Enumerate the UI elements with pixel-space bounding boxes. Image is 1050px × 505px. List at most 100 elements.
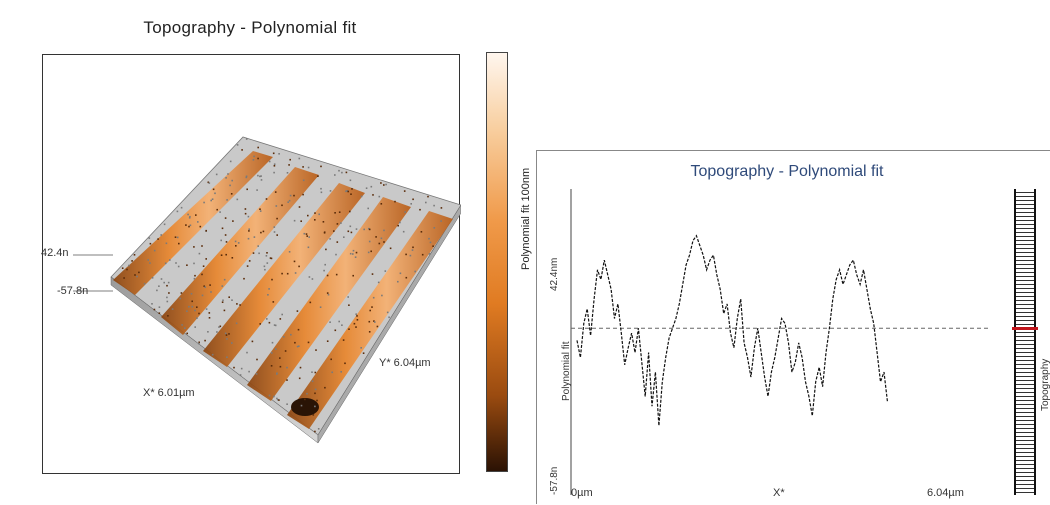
surface-speckle-dot: [428, 237, 430, 240]
surface-speckle-dot: [367, 207, 369, 210]
x-tick-start: 0µm: [571, 487, 593, 499]
surface-speckle-dot: [123, 277, 125, 279]
surface-speckle-dot: [244, 208, 247, 210]
surface-speckle-dot: [248, 228, 250, 230]
surface-speckle-dot: [347, 190, 349, 193]
z-top-label: 42.4n: [41, 247, 69, 259]
surface-speckle-dot: [228, 333, 230, 335]
surface-speckle-dot: [214, 192, 216, 195]
right-profile-panel: Topography - Polynomial fit 42.4nm -57.8…: [536, 150, 1050, 504]
surface-speckle-dot: [294, 272, 297, 274]
surface-speckle-dot: [191, 305, 194, 308]
surface-speckle-dot: [251, 340, 254, 343]
surface-speckle-dot: [157, 238, 159, 240]
surface-speckle-dot: [397, 224, 399, 227]
surface-speckle-dot: [329, 190, 332, 192]
surface-speckle-dot: [248, 230, 250, 232]
surface-speckle-dot: [352, 253, 354, 255]
profile-line-series-0: [576, 234, 888, 426]
surface-speckle-dot: [351, 188, 353, 190]
surface-speckle-dot: [402, 230, 405, 233]
surface-speckle-dot: [211, 198, 214, 200]
surface-speckle-dot: [167, 281, 170, 284]
surface-speckle-dot: [343, 236, 345, 238]
surface-speckle-dot: [198, 312, 200, 315]
surface-speckle-dot: [168, 292, 170, 294]
surface-speckle-dot: [165, 242, 168, 245]
surface-speckle-dot: [211, 353, 214, 356]
surface-speckle-dot: [433, 204, 435, 207]
surface-speckle-dot: [273, 226, 276, 228]
surface-speckle-dot: [346, 190, 348, 192]
surface-speckle-dot: [331, 371, 333, 374]
surface-speckle-dot: [179, 297, 182, 300]
surface-speckle-dot: [198, 252, 201, 255]
surface-speckle-dot: [289, 158, 291, 161]
surface-speckle-dot: [153, 249, 156, 252]
surface-speckle-dot: [231, 342, 233, 344]
surface-speckle-dot: [314, 219, 316, 221]
surface-speckle-dot: [149, 242, 152, 245]
surface-speckle-dot: [440, 220, 442, 222]
surface-speckle-dot: [194, 309, 196, 312]
surface-speckle-dot: [307, 341, 310, 344]
surface-speckle-dot: [324, 263, 326, 266]
surface-speckle-dot: [204, 286, 206, 288]
surface-speckle-dot: [273, 324, 276, 326]
surface-speckle-dot: [193, 262, 195, 265]
surface-speckle-dot: [327, 293, 330, 296]
surface-speckle-dot: [180, 292, 183, 294]
y-axis-title: Polynomial fit: [561, 341, 572, 401]
surface-speckle-dot: [298, 157, 301, 160]
surface-speckle-dot: [309, 301, 312, 304]
surface-speckle-dot: [194, 274, 196, 277]
surface-speckle-dot: [277, 398, 279, 401]
surface-speckle-dot: [378, 242, 381, 245]
surface-speckle-dot: [257, 146, 259, 149]
surface-speckle-dot: [314, 430, 316, 433]
surface-speckle-dot: [380, 182, 382, 184]
surface-speckle-dot: [271, 278, 273, 281]
surface-speckle-dot: [227, 173, 229, 175]
surface-speckle-dot: [350, 193, 352, 195]
surface-speckle-dot: [330, 358, 332, 361]
surface-speckle-dot: [193, 246, 195, 248]
surface-speckle-dot: [201, 245, 203, 247]
surface-speckle-dot: [191, 300, 193, 303]
surface-speckle-dot: [257, 174, 259, 177]
surface-speckle-dot: [148, 237, 151, 239]
surface-speckle-dot: [235, 322, 238, 325]
surface-speckle-dot: [201, 273, 203, 276]
surface-speckle-dot: [230, 193, 233, 195]
surface-speckle-dot: [373, 320, 375, 322]
surface-speckle-dot: [163, 223, 166, 226]
surface-speckle-dot: [412, 198, 414, 201]
surface-speckle-dot: [312, 414, 315, 416]
surface-speckle-dot: [151, 303, 153, 305]
surface-speckle-dot: [349, 252, 352, 255]
profile-position-marker[interactable]: [1012, 327, 1038, 330]
surface-speckle-dot: [380, 237, 383, 240]
surface-speckle-dot: [317, 428, 320, 430]
surface-speckle-dot: [270, 352, 273, 354]
surface-speckle-dot: [205, 229, 207, 232]
surface-speckle-dot: [289, 194, 292, 197]
profile-scale-strip: [1014, 189, 1036, 495]
surface-speckle-dot: [308, 276, 311, 278]
surface-speckle-dot: [340, 222, 342, 224]
surface-speckle-dot: [419, 208, 421, 211]
surface-speckle-dot: [306, 392, 308, 395]
surface-speckle-dot: [260, 231, 262, 234]
surface-speckle-dot: [349, 210, 351, 213]
surface-speckle-dot: [223, 309, 226, 312]
surface-speckle-dot: [440, 207, 443, 209]
surface-speckle-dot: [226, 356, 228, 358]
surface-speckle-dot: [128, 264, 130, 267]
surface-speckle-dot: [245, 175, 248, 178]
surface-speckle-dot: [381, 294, 383, 297]
surface-speckle-dot: [265, 255, 268, 257]
surface-speckle-dot: [241, 149, 243, 151]
surface-speckle-dot: [298, 265, 300, 268]
surface-speckle-dot: [376, 325, 379, 328]
surface-speckle-dot: [136, 275, 138, 278]
